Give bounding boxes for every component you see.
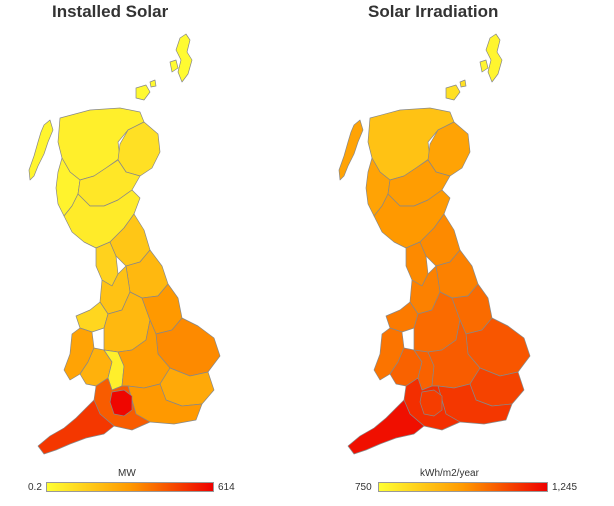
region-north-wales [75,301,109,333]
region-wiltshire [109,389,133,417]
legend-color-bar [46,482,214,492]
legend-unit: MW [118,468,136,479]
region-north-wales [385,301,419,333]
legend-color-bar [378,482,548,492]
installed-solar-legend: MW 0.2 614 [0,468,300,498]
region-outer-hebrides [28,119,54,181]
region-outer-hebrides [338,119,364,181]
region-devon-cornwall [347,399,425,455]
legend-max-value: 614 [218,482,235,493]
solar-irradiation-panel: Solar Irradiation kWh/m2/year 750 1,245 [310,0,610,506]
legend-min-value: 750 [355,482,372,493]
region-southern-scotland [63,189,141,249]
legend-unit: kWh/m2/year [420,468,479,479]
region-orkney-islands [135,79,157,101]
region-aberdeenshire [117,121,161,177]
solar-irradiation-title: Solar Irradiation [368,2,499,21]
installed-solar-title: Installed Solar [52,2,169,21]
region-wiltshire [419,389,443,417]
region-shetland-islands [169,33,193,83]
legend-max-value: 1,245 [552,482,578,493]
region-southern-scotland [373,189,451,249]
solar-irradiation-map [338,33,531,455]
solar-irradiation-legend: kWh/m2/year 750 1,245 [310,468,610,498]
region-aberdeenshire [427,121,471,177]
installed-solar-panel: Installed Solar MW 0.2 614 [0,0,300,506]
region-orkney-islands [445,79,467,101]
legend-min-value: 0.2 [28,482,42,493]
region-devon-cornwall [37,399,115,455]
installed-solar-map [28,33,221,455]
region-shetland-islands [479,33,503,83]
